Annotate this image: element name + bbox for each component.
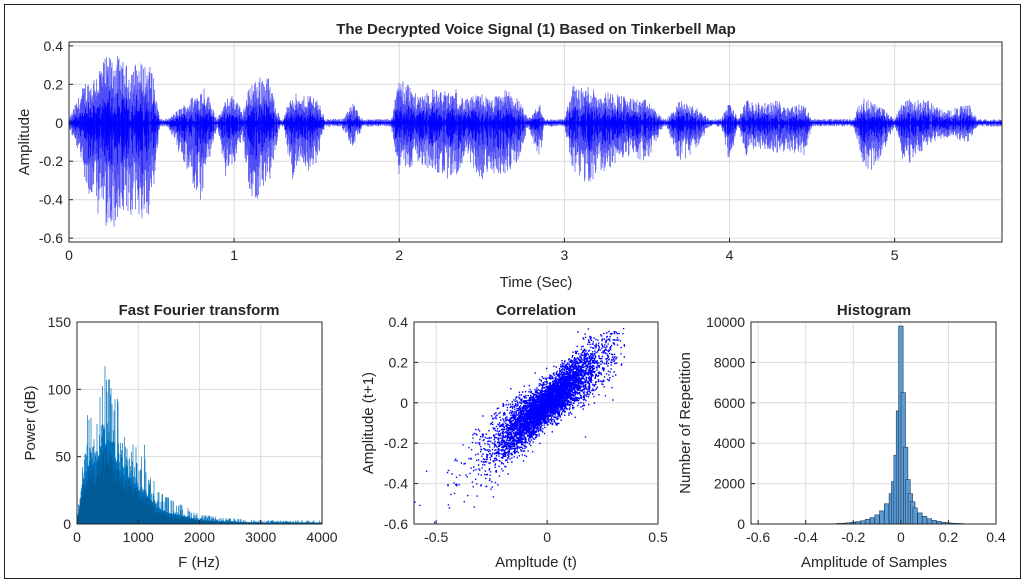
x-tick-label: 2 bbox=[395, 247, 403, 263]
y-tick-label: 10000 bbox=[706, 314, 745, 330]
signal-waveform-outer bbox=[69, 56, 1002, 227]
histogram-ylabel: Number of Repetition bbox=[677, 352, 694, 494]
x-tick-label: 0 bbox=[543, 529, 551, 545]
y-tick-label: 0.2 bbox=[389, 354, 409, 370]
x-tick-label: 0.4 bbox=[986, 529, 1006, 545]
y-tick-label: 50 bbox=[55, 449, 71, 465]
y-tick-label: -0.6 bbox=[384, 516, 408, 532]
y-tick-label: 0 bbox=[737, 516, 745, 532]
histogram-bar bbox=[875, 515, 880, 524]
figure-canvas: The Decrypted Voice Signal (1) Based on … bbox=[5, 5, 1022, 580]
x-tick-label: 5 bbox=[891, 247, 899, 263]
histogram-bar bbox=[918, 513, 923, 524]
y-tick-label: -0.4 bbox=[384, 476, 408, 492]
histogram-bar bbox=[932, 520, 937, 524]
x-tick-label: -0.5 bbox=[424, 529, 448, 545]
histogram-bar bbox=[922, 516, 927, 524]
voice-signal-title: The Decrypted Voice Signal (1) Based on … bbox=[336, 21, 736, 38]
x-tick-label: -0.2 bbox=[841, 529, 865, 545]
histogram-axes-box bbox=[751, 322, 996, 524]
fft-xlabel: F (Hz) bbox=[178, 554, 220, 571]
x-tick-label: 0 bbox=[73, 529, 81, 545]
y-tick-label: 150 bbox=[48, 314, 72, 330]
x-tick-label: 0.2 bbox=[939, 529, 959, 545]
y-tick-label: 6000 bbox=[714, 395, 745, 411]
x-tick-label: 3000 bbox=[245, 529, 276, 545]
histogram-title: Histogram bbox=[837, 302, 911, 319]
y-tick-label: -0.2 bbox=[384, 435, 408, 451]
x-tick-label: 3 bbox=[560, 247, 568, 263]
y-tick-label: 8000 bbox=[714, 354, 745, 370]
x-tick-label: -0.6 bbox=[746, 529, 770, 545]
y-tick-label: 0.2 bbox=[44, 76, 64, 92]
x-tick-label: 2000 bbox=[184, 529, 215, 545]
y-tick-label: 100 bbox=[48, 381, 72, 397]
correlation-xlabel: Ampltude (t) bbox=[495, 554, 577, 571]
y-tick-label: 0 bbox=[400, 395, 408, 411]
x-tick-label: 0 bbox=[897, 529, 905, 545]
x-tick-label: 0 bbox=[65, 247, 73, 263]
x-tick-label: 1 bbox=[230, 247, 238, 263]
y-tick-label: 0 bbox=[63, 516, 71, 532]
x-tick-label: 4 bbox=[726, 247, 734, 263]
y-tick-label: -0.4 bbox=[39, 192, 63, 208]
histogram-xlabel: Amplitude of Samples bbox=[801, 554, 947, 571]
y-tick-label: 0.4 bbox=[389, 314, 409, 330]
x-tick-label: 4000 bbox=[306, 529, 337, 545]
correlation-ylabel: Amplitude (t+1) bbox=[360, 372, 377, 474]
histogram-bar bbox=[870, 518, 875, 524]
histogram-bar bbox=[865, 519, 870, 524]
figure-frame: The Decrypted Voice Signal (1) Based on … bbox=[4, 4, 1021, 579]
y-tick-label: 0 bbox=[55, 115, 63, 131]
histogram-bar bbox=[884, 504, 889, 524]
x-tick-label: 1000 bbox=[123, 529, 154, 545]
voice-signal-panel: The Decrypted Voice Signal (1) Based on … bbox=[16, 21, 1002, 291]
y-tick-label: -0.2 bbox=[39, 153, 63, 169]
histogram-bar bbox=[913, 508, 918, 524]
correlation-title: Correlation bbox=[496, 302, 576, 319]
fft-title: Fast Fourier transform bbox=[119, 302, 280, 319]
y-tick-label: -0.6 bbox=[39, 230, 63, 246]
x-tick-label: 0.5 bbox=[648, 529, 668, 545]
histogram-bar bbox=[927, 519, 932, 524]
y-tick-label: 4000 bbox=[714, 435, 745, 451]
histogram-bar bbox=[880, 511, 885, 524]
fft-ylabel: Power (dB) bbox=[22, 385, 39, 460]
voice-signal-xlabel: Time (Sec) bbox=[500, 274, 573, 291]
correlation-points bbox=[414, 329, 625, 523]
histogram-panel: Histogram -0.6 -0.4 -0.2 0 0.2 0.4 0 2000 4000 60… bbox=[677, 302, 1006, 571]
voice-signal-ylabel: Amplitude bbox=[16, 109, 33, 176]
y-tick-label: 0.4 bbox=[44, 38, 64, 54]
y-tick-label: 2000 bbox=[714, 476, 745, 492]
x-tick-label: -0.4 bbox=[794, 529, 818, 545]
